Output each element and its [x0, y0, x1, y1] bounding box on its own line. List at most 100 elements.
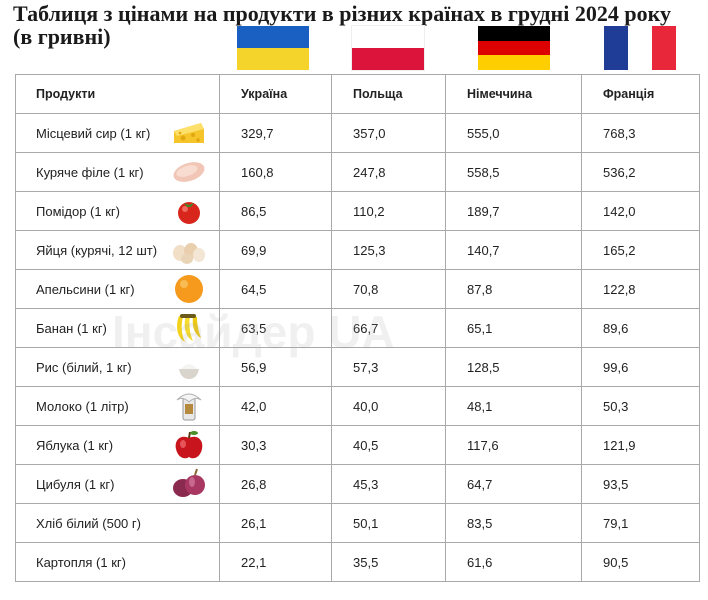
tomato-icon [171, 195, 207, 227]
price-cell-france: 50,3 [581, 386, 700, 426]
price-cell-germany: 64,7 [445, 464, 582, 504]
germany-flag-top-stripe [478, 26, 550, 41]
price-cell-poland: 110,2 [331, 191, 446, 231]
product-cell: Яблука (1 кг) [15, 425, 220, 465]
price-cell-ukraine: 26,1 [219, 503, 332, 543]
germany-flag-icon [478, 26, 550, 70]
header-france: Франція [581, 74, 700, 114]
price-table: Продукти Україна Польща Німеччина Франці… [15, 74, 700, 582]
france-flag-middle-stripe [628, 26, 652, 70]
price-cell-germany: 128,5 [445, 347, 582, 387]
price-cell-germany: 189,7 [445, 191, 582, 231]
price-cell-poland: 357,0 [331, 113, 446, 153]
price-cell-france: 79,1 [581, 503, 700, 543]
header-products: Продукти [15, 74, 220, 114]
product-cell-content: Яблука (1 кг) [36, 429, 219, 461]
price-cell-ukraine: 69,9 [219, 230, 332, 270]
page-title: Таблиця з цінами на продукти в різних кр… [13, 1, 671, 49]
ukraine-flag-bottom-stripe [237, 48, 309, 70]
product-name: Місцевий сир (1 кг) [36, 125, 151, 141]
product-cell-content: Апельсини (1 кг) [36, 273, 219, 305]
price-cell-germany: 87,8 [445, 269, 582, 309]
product-name: Рис (білий, 1 кг) [36, 359, 132, 375]
product-cell: Цибуля (1 кг) [15, 464, 220, 504]
price-cell-ukraine: 160,8 [219, 152, 332, 192]
price-cell-ukraine: 26,8 [219, 464, 332, 504]
france-flag-left-stripe [604, 26, 628, 70]
product-name: Картопля (1 кг) [36, 554, 126, 570]
ukraine-flag-top-stripe [237, 26, 309, 48]
price-cell-france: 90,5 [581, 542, 700, 582]
price-cell-germany: 83,5 [445, 503, 582, 543]
product-name: Яйця (курячі, 12 шт) [36, 242, 158, 258]
table-row: Яблука (1 кг) 30,3 40,5 117,6 121,9 [15, 425, 700, 465]
chicken-fillet-icon [171, 156, 207, 188]
price-cell-poland: 50,1 [331, 503, 446, 543]
price-cell-france: 165,2 [581, 230, 700, 270]
germany-flag-middle-stripe [478, 40, 550, 56]
price-cell-ukraine: 42,0 [219, 386, 332, 426]
ukraine-flag-icon [237, 26, 309, 70]
price-cell-poland: 57,3 [331, 347, 446, 387]
product-cell-content: Помідор (1 кг) [36, 195, 219, 227]
product-cell: Апельсини (1 кг) [15, 269, 220, 309]
product-cell: Картопля (1 кг) [15, 542, 220, 582]
onion-icon [171, 468, 207, 500]
product-cell: Хліб білий (500 г) [15, 503, 220, 543]
table-row: Місцевий сир (1 кг) 329,7 357,0 555,0 768,3 [15, 113, 700, 153]
price-cell-ukraine: 30,3 [219, 425, 332, 465]
table-row: Рис (білий, 1 кг) 56,9 57,3 128,5 99,6 [15, 347, 700, 387]
product-name: Куряче філе (1 кг) [36, 164, 144, 180]
price-cell-ukraine: 86,5 [219, 191, 332, 231]
price-cell-france: 122,8 [581, 269, 700, 309]
product-cell-content: Яйця (курячі, 12 шт) [36, 234, 219, 266]
price-cell-france: 121,9 [581, 425, 700, 465]
orange-icon [171, 273, 207, 305]
table-row: Апельсини (1 кг) 64,5 70,8 87,8 122,8 [15, 269, 700, 309]
product-name: Помідор (1 кг) [36, 203, 120, 219]
price-cell-poland: 40,0 [331, 386, 446, 426]
price-cell-ukraine: 22,1 [219, 542, 332, 582]
germany-flag-bottom-stripe [478, 55, 550, 70]
product-cell: Рис (білий, 1 кг) [15, 347, 220, 387]
product-name: Банан (1 кг) [36, 320, 107, 336]
price-cell-poland: 35,5 [331, 542, 446, 582]
price-cell-france: 89,6 [581, 308, 700, 348]
table-row: Яйця (курячі, 12 шт) 69,9 125,3 140,7 165,2 [15, 230, 700, 270]
price-cell-germany: 140,7 [445, 230, 582, 270]
price-cell-france: 142,0 [581, 191, 700, 231]
product-cell: Помідор (1 кг) [15, 191, 220, 231]
product-cell: Молоко (1 літр) [15, 386, 220, 426]
eggs-icon [171, 234, 207, 266]
price-cell-germany: 117,6 [445, 425, 582, 465]
product-cell-content: Молоко (1 літр) [36, 390, 219, 422]
product-cell: Банан (1 кг) [15, 308, 220, 348]
product-cell: Місцевий сир (1 кг) [15, 113, 220, 153]
product-cell-content: Куряче філе (1 кг) [36, 156, 219, 188]
price-cell-france: 768,3 [581, 113, 700, 153]
price-cell-poland: 247,8 [331, 152, 446, 192]
price-cell-france: 536,2 [581, 152, 700, 192]
price-cell-germany: 555,0 [445, 113, 582, 153]
product-cell-content: Цибуля (1 кг) [36, 468, 219, 500]
product-cell-content: Банан (1 кг) [36, 312, 219, 344]
price-cell-ukraine: 56,9 [219, 347, 332, 387]
product-cell: Яйця (курячі, 12 шт) [15, 230, 220, 270]
price-cell-germany: 48,1 [445, 386, 582, 426]
product-name: Хліб білий (500 г) [36, 515, 141, 531]
price-cell-poland: 70,8 [331, 269, 446, 309]
price-cell-germany: 65,1 [445, 308, 582, 348]
price-cell-germany: 558,5 [445, 152, 582, 192]
price-cell-france: 99,6 [581, 347, 700, 387]
product-cell-content: Картопля (1 кг) [36, 555, 219, 570]
table-row: Цибуля (1 кг) 26,8 45,3 64,7 93,5 [15, 464, 700, 504]
table-row: Молоко (1 літр) 42,0 40,0 48,1 50,3 [15, 386, 700, 426]
poland-flag-icon [351, 25, 425, 71]
product-cell-content: Місцевий сир (1 кг) [36, 117, 219, 149]
table-row: Картопля (1 кг) 22,1 35,5 61,6 90,5 [15, 542, 700, 582]
france-flag-icon [604, 26, 676, 70]
price-cell-poland: 66,7 [331, 308, 446, 348]
product-cell: Куряче філе (1 кг) [15, 152, 220, 192]
rice-icon [171, 351, 207, 383]
price-cell-germany: 61,6 [445, 542, 582, 582]
